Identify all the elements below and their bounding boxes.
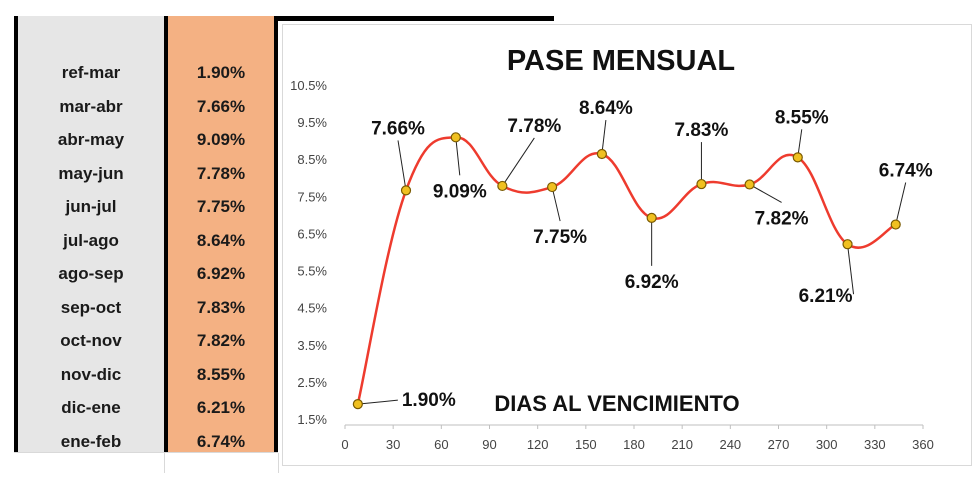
- data-point: [497, 180, 508, 192]
- data-point: [352, 399, 363, 410]
- table-row-label: may-jun: [58, 163, 124, 183]
- y-tick-label: 9.5%: [297, 115, 327, 130]
- x-tick-label: 150: [575, 437, 597, 452]
- series-line: [356, 136, 897, 405]
- data-label-leader: [601, 119, 607, 155]
- data-label: 6.92%: [625, 272, 679, 293]
- y-tick-label: 8.5%: [297, 152, 327, 167]
- table-row-label: jun-jul: [65, 197, 117, 216]
- table-row-label: oct-nov: [60, 331, 122, 350]
- data-label: 6.21%: [799, 286, 853, 307]
- data-point: [646, 212, 657, 223]
- x-tick-label: 300: [816, 437, 838, 452]
- cell-separator: [278, 453, 279, 473]
- table-row-label: ago-sep: [58, 264, 124, 283]
- x-tick-label: 360: [912, 437, 934, 452]
- y-tick-label: 3.5%: [297, 338, 327, 353]
- data-point: [744, 179, 755, 190]
- table-row-value: 6.92%: [196, 264, 246, 283]
- table-row-label: abr-may: [57, 130, 125, 149]
- line-chart: PASE MENSUAL 1.5% 2.5% 3.5% 4.5% 5.5% 6.5% 7.5%…: [290, 45, 934, 452]
- x-axis-title: DIAS AL VENCIMIENTO: [494, 391, 739, 416]
- data-label-leader: [397, 140, 407, 191]
- data-table: ref-mar 1.90% mar-abr 7.66% abr-may 9.09% may-…: [14, 16, 278, 452]
- table-row-value: 7.82%: [196, 331, 246, 350]
- table-top-border: [14, 16, 554, 21]
- table-row-value: 9.09%: [196, 130, 246, 149]
- chart-title: PASE MENSUAL: [507, 45, 735, 77]
- table-row-value: 7.83%: [196, 297, 246, 317]
- x-tick-label: 120: [527, 437, 549, 452]
- table-row-value: 6.74%: [196, 431, 246, 451]
- table-row-label: dic-ene: [61, 398, 121, 417]
- y-tick-label: 1.5%: [297, 412, 327, 427]
- data-point: [890, 219, 901, 230]
- data-label-leader: [501, 137, 535, 187]
- y-tick-label: 6.5%: [297, 226, 327, 241]
- data-label-leader: [455, 137, 461, 176]
- x-tick-label: 180: [623, 437, 645, 452]
- x-tick-label: 60: [434, 437, 448, 452]
- table-row-value: 7.78%: [196, 163, 246, 183]
- data-label-leader: [551, 186, 561, 222]
- cell-separator: [164, 453, 165, 473]
- y-tick-label: 10.5%: [290, 78, 327, 93]
- data-label: 9.09%: [433, 181, 487, 202]
- data-label: 7.66%: [371, 118, 425, 139]
- x-tick-label: 270: [768, 437, 790, 452]
- label-column: [14, 16, 168, 452]
- y-tick-label: 7.5%: [297, 189, 327, 204]
- data-label: 7.82%: [755, 208, 809, 229]
- data-point: [842, 239, 853, 250]
- table-row-label: sep-oct: [60, 297, 122, 317]
- data-label-leader: [895, 182, 907, 225]
- data-point: [400, 185, 412, 196]
- data-point: [792, 152, 803, 163]
- table-row-value: 7.66%: [196, 96, 246, 116]
- data-point: [450, 132, 461, 143]
- y-tick-label: 2.5%: [297, 375, 327, 390]
- x-tick-label: 90: [482, 437, 496, 452]
- x-tick-label: 30: [386, 437, 400, 452]
- data-label: 7.83%: [674, 120, 728, 141]
- table-row-label: ene-feb: [60, 431, 122, 451]
- table-row-value: 7.75%: [196, 197, 246, 216]
- data-label-leader: [357, 399, 398, 405]
- x-tick-label: 240: [719, 437, 741, 452]
- data-label: 6.74%: [879, 161, 933, 182]
- data-label: 7.78%: [507, 116, 561, 137]
- data-label-leader: [847, 244, 855, 295]
- data-point: [547, 181, 558, 193]
- data-label: 8.64%: [579, 98, 633, 119]
- table-row-label: nov-dic: [60, 364, 122, 384]
- value-column: [168, 16, 278, 452]
- data-label: 8.55%: [775, 107, 829, 128]
- table-row-value: 6.21%: [196, 398, 246, 417]
- data-label: 1.90%: [402, 390, 456, 411]
- x-tick-label: 0: [341, 437, 348, 452]
- table-row-value: 1.90%: [196, 63, 246, 82]
- y-tick-label: 4.5%: [297, 301, 327, 316]
- data-point: [696, 178, 707, 190]
- y-tick-label: 5.5%: [297, 264, 327, 279]
- data-point: [596, 148, 607, 160]
- cut-off-cells: [556, 8, 980, 22]
- chart-area[interactable]: PASE MENSUAL 1.5% 2.5% 3.5% 4.5% 5.5% 6.5% 7.5%…: [282, 24, 972, 466]
- table-row-label: ref-mar: [61, 63, 121, 82]
- table-row-value: 8.64%: [196, 230, 246, 250]
- table-row-label: mar-abr: [59, 96, 123, 116]
- x-tick-label: 210: [671, 437, 693, 452]
- data-label-leader: [749, 184, 782, 203]
- data-label: 7.75%: [533, 227, 587, 248]
- table-row-value: 8.55%: [196, 364, 246, 384]
- x-tick-label: 330: [864, 437, 886, 452]
- empty-cells: [14, 452, 279, 473]
- table-row-label: jul-ago: [63, 230, 119, 250]
